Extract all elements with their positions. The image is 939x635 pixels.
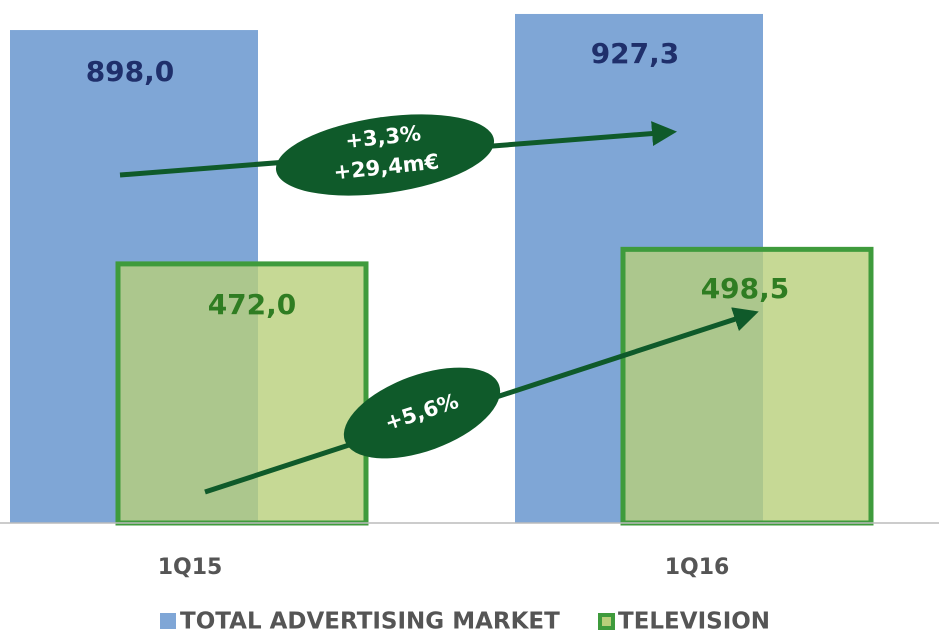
labels: 898,0 927,3 472,0 498,5 1Q15 1Q16 — [86, 37, 790, 580]
bars — [10, 13, 874, 526]
value-label: 498,5 — [701, 272, 790, 305]
value-label: 898,0 — [86, 55, 175, 88]
legend-swatch — [598, 613, 615, 630]
x-tick-label: 1Q15 — [158, 555, 223, 580]
x-tick-label: 1Q16 — [665, 555, 730, 580]
legend: TOTAL ADVERTISING MARKET TELEVISION — [160, 609, 770, 635]
value-label: 927,3 — [591, 37, 680, 70]
annotation-ellipse — [275, 114, 495, 196]
annotation-ellipse — [343, 367, 501, 459]
legend-swatch — [160, 613, 176, 629]
value-label: 472,0 — [208, 288, 297, 321]
bar — [620, 246, 874, 526]
legend-label: TOTAL ADVERTISING MARKET — [180, 609, 560, 635]
legend-label: TELEVISION — [618, 609, 770, 635]
